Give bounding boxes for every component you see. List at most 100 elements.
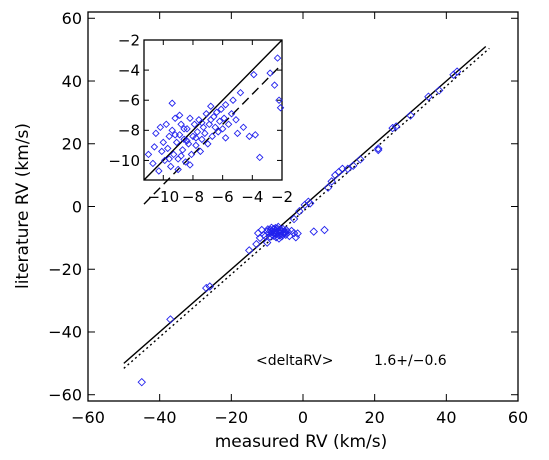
main-dotted-line bbox=[123, 47, 490, 369]
main-solid-line bbox=[123, 45, 487, 364]
x-axis-label: measured RV (km/s) bbox=[215, 432, 388, 452]
inset-data-point bbox=[149, 159, 157, 168]
y-axis-label: literature RV (km/s) bbox=[13, 123, 33, 289]
main-data-point bbox=[289, 228, 299, 238]
inset-data-point bbox=[171, 131, 179, 139]
main-y-tick-label: 0 bbox=[72, 197, 82, 216]
main-data-point bbox=[452, 67, 462, 76]
inset-y-tick-label: −6 bbox=[118, 92, 140, 110]
inset-data-point bbox=[207, 102, 215, 110]
inset-data-point bbox=[251, 131, 260, 139]
inset-x-tick-label: −4 bbox=[241, 188, 263, 206]
main-x-tick-label: −20 bbox=[214, 408, 248, 427]
main-y-tick-label: 20 bbox=[62, 135, 82, 154]
inset-data-point bbox=[171, 114, 179, 123]
inset-data-point bbox=[156, 123, 165, 132]
delta-rv-label: <deltaRV> bbox=[256, 353, 333, 369]
main-data-point bbox=[323, 183, 333, 192]
inset-data-point bbox=[169, 150, 178, 159]
main-y-tick-label: 40 bbox=[62, 72, 82, 91]
inset-data-point bbox=[186, 161, 194, 169]
main-data-point bbox=[391, 122, 401, 131]
inset-data-point bbox=[217, 105, 225, 113]
inset-data-point bbox=[198, 119, 206, 127]
main-data-point bbox=[252, 239, 261, 249]
inset-data-point bbox=[166, 162, 175, 171]
inset-data-point bbox=[214, 128, 222, 136]
inset-data-point bbox=[275, 96, 283, 104]
inset-plot-panel: −10 −8 −6 −4 −2−10−8−6−4−2 bbox=[108, 31, 293, 206]
inset-y-tick-label: −4 bbox=[118, 62, 140, 80]
inset-data-point bbox=[204, 140, 212, 148]
main-data-point bbox=[356, 155, 365, 164]
inset-y-tick-label: −10 bbox=[108, 152, 140, 170]
inset-data-point bbox=[150, 143, 159, 151]
inset-x-tick-label: −8 bbox=[182, 188, 204, 206]
inset-data-point bbox=[201, 129, 209, 138]
inset-data-point bbox=[233, 129, 242, 138]
delta-rv-value: 1.6+/−0.6 bbox=[374, 353, 447, 369]
inset-data-point bbox=[250, 70, 258, 79]
inset-data-point bbox=[175, 111, 184, 120]
inset-data-point bbox=[196, 147, 205, 156]
main-y-tick-label: −40 bbox=[48, 323, 82, 342]
main-data-point bbox=[434, 86, 444, 95]
inset-data-point bbox=[168, 99, 176, 107]
inset-data-point bbox=[221, 100, 230, 109]
inset-data-point bbox=[174, 165, 182, 174]
main-x-tick-label: 20 bbox=[364, 408, 384, 427]
main-data-point bbox=[289, 214, 299, 224]
inset-data-point bbox=[227, 110, 236, 118]
main-data-point bbox=[205, 282, 215, 291]
inset-y-tick-label: −8 bbox=[118, 122, 140, 140]
main-data-point bbox=[263, 225, 273, 234]
main-y-tick-label: −20 bbox=[48, 260, 82, 279]
inset-data-point bbox=[192, 134, 200, 142]
inset-data-point bbox=[180, 125, 188, 133]
main-reference-lines bbox=[123, 45, 490, 369]
main-data-point bbox=[295, 206, 304, 216]
main-data-point bbox=[202, 283, 211, 293]
inset-data-point bbox=[207, 116, 215, 124]
inset-data-point bbox=[266, 69, 274, 77]
inset-data-point bbox=[190, 120, 199, 129]
inset-data-point bbox=[202, 110, 211, 118]
inset-data-point bbox=[208, 132, 216, 141]
inset-data-point bbox=[198, 135, 206, 144]
main-data-point bbox=[269, 231, 278, 240]
inset-data-point bbox=[178, 146, 187, 154]
inset-data-point bbox=[164, 144, 172, 153]
inset-data-point bbox=[181, 158, 190, 166]
inset-data-point bbox=[183, 125, 191, 133]
inset-data-point bbox=[270, 81, 279, 89]
inset-data-point bbox=[183, 137, 191, 145]
main-data-point bbox=[274, 222, 283, 232]
main-axis-ticks: −60 −40 −20 0 20 40 60 −60 −40 −20 0 20 40 60 bbox=[48, 9, 528, 427]
inset-data-point bbox=[155, 167, 163, 175]
inset-data-point bbox=[245, 132, 254, 141]
inset-x-tick-label: −6 bbox=[212, 188, 234, 206]
main-data-point bbox=[388, 123, 397, 133]
main-data-point bbox=[424, 92, 433, 101]
main-data-point bbox=[374, 145, 383, 155]
main-x-tick-label: −60 bbox=[71, 408, 105, 427]
inset-solid-line bbox=[143, 39, 283, 181]
inset-data-point bbox=[256, 153, 264, 162]
main-x-tick-label: 40 bbox=[436, 408, 456, 427]
main-data-point bbox=[309, 227, 318, 236]
inset-data-point bbox=[144, 150, 153, 159]
main-data-point bbox=[271, 223, 280, 233]
inset-data-point bbox=[229, 96, 237, 104]
inset-data-point bbox=[165, 155, 173, 163]
inset-data-point bbox=[211, 123, 219, 132]
inset-data-point bbox=[165, 132, 173, 141]
inset-data-points bbox=[144, 54, 285, 175]
main-data-point bbox=[253, 228, 263, 238]
main-data-point bbox=[293, 229, 302, 238]
inset-data-point bbox=[232, 116, 240, 124]
inset-data-point bbox=[239, 123, 248, 132]
inset-data-point bbox=[212, 108, 221, 116]
inset-data-point bbox=[218, 125, 227, 133]
inset-data-point bbox=[186, 114, 194, 123]
